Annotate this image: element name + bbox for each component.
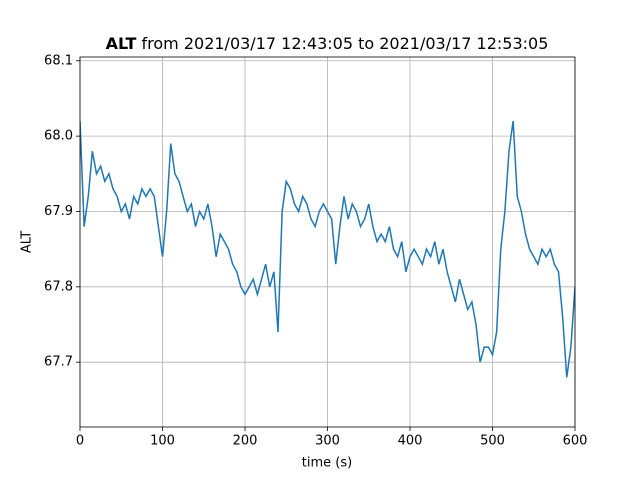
y-tick-label: 67.9 (44, 204, 73, 219)
x-tick-label: 100 (150, 434, 175, 449)
chart-title: ALT from 2021/03/17 12:43:05 to 2021/03/… (106, 34, 549, 53)
y-tick-label: 68.1 (44, 53, 73, 68)
x-tick-label: 400 (398, 434, 423, 449)
x-axis-label: time (s) (302, 456, 352, 471)
y-tick-label: 68.0 (44, 129, 73, 144)
x-tick-label: 600 (563, 434, 588, 449)
y-axis-label: ALT (20, 231, 35, 253)
plot-frame (79, 56, 576, 428)
y-tick-label: 67.8 (44, 279, 73, 294)
x-tick-label: 0 (76, 434, 84, 449)
title-bold: ALT (106, 34, 137, 53)
x-tick-label: 200 (233, 434, 258, 449)
x-tick-label: 500 (480, 434, 505, 449)
data-line (80, 120, 575, 378)
y-tick-label: 67.7 (44, 355, 73, 370)
title-rest: from 2021/03/17 12:43:05 to 2021/03/17 1… (142, 34, 549, 53)
x-tick-label: 300 (315, 434, 340, 449)
